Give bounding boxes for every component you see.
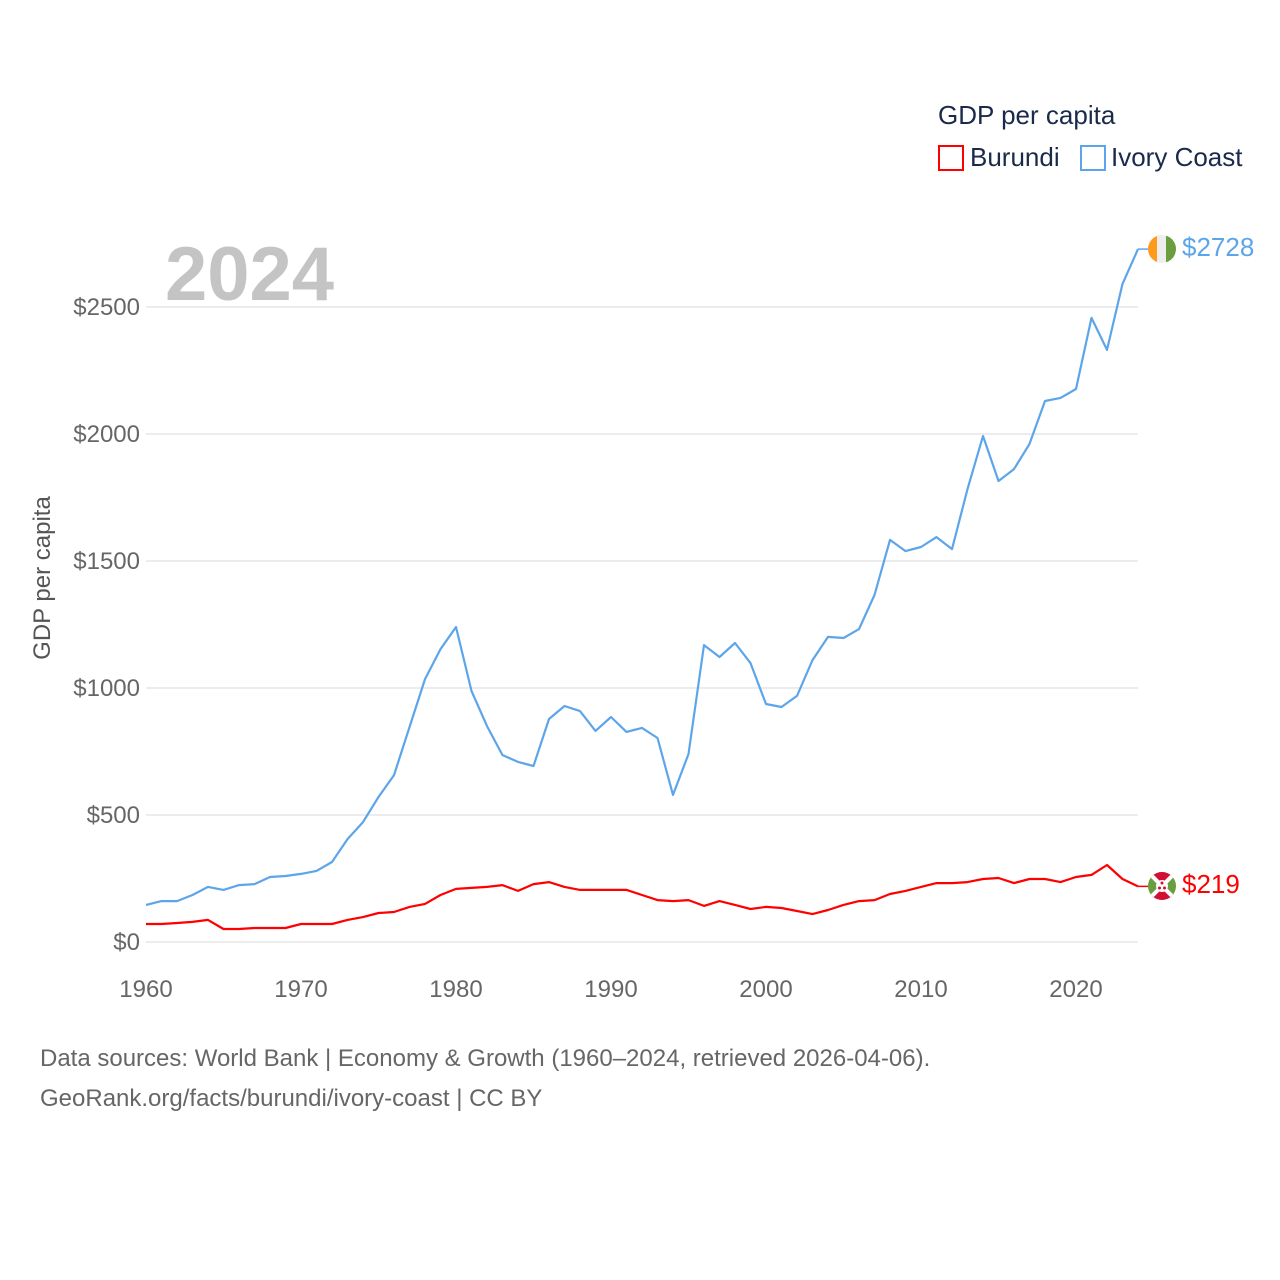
x-tick-label: 1970 — [274, 976, 327, 1003]
x-tick-label: 2020 — [1049, 976, 1102, 1003]
legend-swatch-burundi — [938, 145, 964, 171]
y-tick-label: $0 — [113, 929, 140, 956]
ivory-coast-flag-icon — [1148, 235, 1176, 263]
ivory-coast-end-label: $2728 — [1182, 232, 1254, 262]
legend-label-burundi: Burundi — [970, 142, 1060, 172]
y-tick-label: $500 — [87, 802, 140, 829]
x-tick-label: 1960 — [119, 976, 172, 1003]
legend-title: GDP per capita — [938, 100, 1116, 130]
y-tick-label: $1500 — [73, 548, 140, 575]
series-line-burundi — [146, 863, 1139, 931]
burundi-flag-icon — [1148, 872, 1176, 900]
footer-link[interactable]: GeoRank.org/facts/burundi/ivory-coast | … — [40, 1085, 543, 1112]
x-tick-label: 2010 — [894, 976, 947, 1003]
legend-label-ivory-coast: Ivory Coast — [1111, 142, 1243, 172]
x-tick-label: 1980 — [429, 976, 482, 1003]
y-tick-label: $1000 — [73, 675, 140, 702]
legend-swatch-ivory-coast — [1080, 145, 1106, 171]
legend-item-ivory-coast[interactable]: Ivory Coast — [1080, 142, 1243, 172]
year-watermark: 2024 — [165, 232, 334, 317]
y-tick-label: $2500 — [73, 294, 140, 321]
series-line-ivory-coast — [145, 248, 1140, 906]
y-axis-label: GDP per capita — [29, 496, 56, 660]
burundi-end-label: $219 — [1182, 869, 1240, 899]
x-tick-label: 2000 — [739, 976, 792, 1003]
y-tick-label: $2000 — [73, 421, 140, 448]
x-tick-label: 1990 — [584, 976, 637, 1003]
legend-item-burundi[interactable]: Burundi — [938, 142, 1060, 172]
footer-sources: Data sources: World Bank | Economy & Gro… — [40, 1045, 931, 1072]
